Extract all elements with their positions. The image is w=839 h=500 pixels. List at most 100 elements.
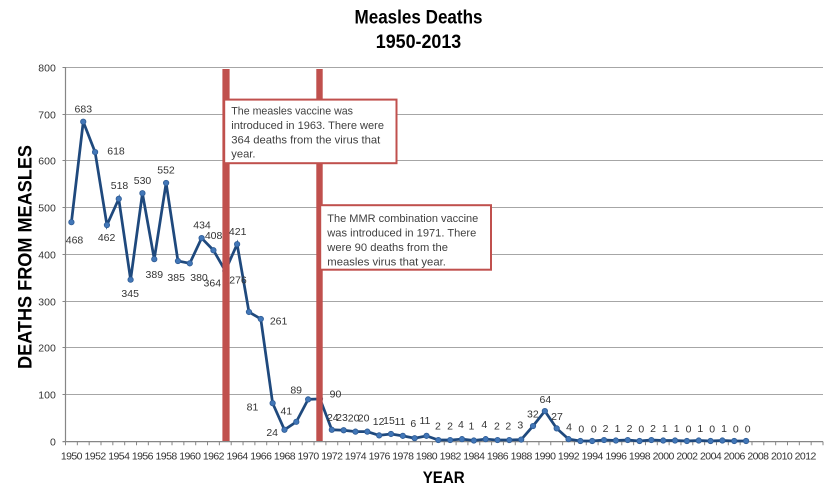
svg-text:2: 2: [650, 423, 656, 435]
svg-text:0: 0: [733, 424, 739, 436]
svg-text:1994: 1994: [582, 450, 604, 462]
svg-text:27: 27: [551, 411, 563, 423]
svg-text:345: 345: [121, 288, 139, 300]
svg-text:800: 800: [38, 63, 56, 75]
svg-text:1: 1: [662, 423, 668, 435]
svg-text:24: 24: [327, 412, 339, 424]
svg-text:DEATHS FROM MEASLES: DEATHS FROM MEASLES: [15, 145, 37, 369]
svg-text:261: 261: [270, 315, 288, 327]
svg-text:468: 468: [66, 235, 84, 247]
svg-text:2: 2: [447, 420, 453, 432]
svg-text:24: 24: [266, 427, 278, 439]
svg-text:1998: 1998: [629, 450, 651, 462]
svg-text:32: 32: [527, 408, 539, 420]
svg-text:434: 434: [193, 219, 211, 231]
svg-text:4: 4: [481, 419, 487, 431]
svg-text:300: 300: [38, 297, 56, 309]
svg-text:3: 3: [517, 420, 523, 432]
svg-text:1: 1: [721, 423, 727, 435]
svg-text:90: 90: [330, 389, 342, 401]
svg-text:618: 618: [107, 146, 125, 158]
svg-text:600: 600: [38, 156, 56, 168]
svg-text:2010: 2010: [771, 450, 793, 462]
svg-text:364 deaths from the virus that: 364 deaths from the virus that: [231, 134, 380, 146]
svg-text:4: 4: [458, 419, 464, 431]
svg-text:1966: 1966: [250, 450, 272, 462]
svg-text:2: 2: [603, 423, 609, 435]
svg-text:700: 700: [38, 110, 56, 122]
svg-text:The measles vaccine was: The measles vaccine was: [231, 106, 353, 118]
svg-text:276: 276: [229, 274, 247, 286]
svg-text:1964: 1964: [227, 450, 249, 462]
svg-text:1: 1: [674, 423, 680, 435]
svg-text:1962: 1962: [203, 450, 225, 462]
svg-text:1: 1: [697, 423, 703, 435]
svg-text:11: 11: [419, 415, 430, 427]
svg-text:1960: 1960: [179, 450, 201, 462]
svg-text:1990: 1990: [534, 450, 556, 462]
svg-text:1982: 1982: [440, 450, 462, 462]
svg-text:6: 6: [410, 418, 416, 430]
svg-text:were 90 deaths from the: were 90 deaths from the: [326, 242, 448, 254]
svg-text:0: 0: [709, 424, 715, 436]
svg-text:2: 2: [494, 420, 500, 432]
svg-text:683: 683: [75, 103, 93, 115]
svg-text:89: 89: [290, 384, 302, 396]
svg-text:200: 200: [38, 343, 56, 355]
svg-text:2012: 2012: [795, 450, 817, 462]
svg-text:23: 23: [336, 412, 348, 424]
svg-text:421: 421: [229, 226, 247, 238]
svg-text:1956: 1956: [132, 450, 154, 462]
svg-text:81: 81: [247, 402, 259, 414]
svg-text:2: 2: [627, 423, 633, 435]
svg-text:462: 462: [98, 232, 116, 244]
svg-text:41: 41: [280, 405, 292, 417]
svg-text:380: 380: [190, 272, 208, 284]
svg-text:2000: 2000: [653, 450, 675, 462]
svg-text:1950: 1950: [61, 450, 83, 462]
svg-text:The MMR combination vaccine: The MMR combination vaccine: [327, 213, 478, 225]
svg-text:0: 0: [591, 424, 597, 436]
svg-text:1970: 1970: [298, 450, 320, 462]
svg-text:year.: year.: [231, 149, 255, 161]
svg-text:530: 530: [134, 175, 152, 187]
svg-text:1958: 1958: [156, 450, 178, 462]
svg-text:measles virus that year.: measles virus that year.: [327, 256, 446, 268]
svg-text:0: 0: [578, 424, 584, 436]
svg-text:20: 20: [348, 413, 360, 425]
svg-text:0: 0: [686, 424, 692, 436]
svg-text:1974: 1974: [345, 450, 367, 462]
svg-text:0: 0: [638, 424, 644, 436]
svg-text:introduced in 1963. There were: introduced in 1963. There were: [231, 120, 384, 132]
svg-text:20: 20: [358, 413, 370, 425]
svg-text:1968: 1968: [274, 450, 296, 462]
svg-text:1986: 1986: [487, 450, 509, 462]
svg-text:0: 0: [745, 424, 751, 436]
svg-text:518: 518: [111, 180, 129, 192]
svg-text:2002: 2002: [676, 450, 698, 462]
svg-text:1972: 1972: [321, 450, 343, 462]
svg-text:364: 364: [204, 277, 222, 289]
svg-text:1950-2013: 1950-2013: [376, 31, 462, 53]
svg-text:500: 500: [38, 203, 56, 215]
svg-text:552: 552: [157, 165, 175, 177]
svg-text:1: 1: [615, 423, 621, 435]
svg-text:1996: 1996: [605, 450, 627, 462]
svg-text:1: 1: [468, 420, 474, 432]
svg-text:12: 12: [373, 416, 385, 428]
svg-text:1954: 1954: [108, 450, 130, 462]
svg-text:1980: 1980: [416, 450, 438, 462]
svg-text:1988: 1988: [511, 450, 533, 462]
svg-text:385: 385: [167, 272, 185, 284]
svg-text:1992: 1992: [558, 450, 580, 462]
svg-text:389: 389: [146, 269, 164, 281]
svg-text:2004: 2004: [700, 450, 722, 462]
svg-text:YEAR: YEAR: [423, 469, 465, 487]
svg-text:1984: 1984: [463, 450, 485, 462]
svg-text:1976: 1976: [369, 450, 391, 462]
svg-text:64: 64: [540, 394, 552, 406]
svg-text:2008: 2008: [747, 450, 769, 462]
svg-text:2: 2: [435, 420, 441, 432]
svg-text:400: 400: [38, 250, 56, 262]
svg-text:11: 11: [395, 416, 406, 428]
